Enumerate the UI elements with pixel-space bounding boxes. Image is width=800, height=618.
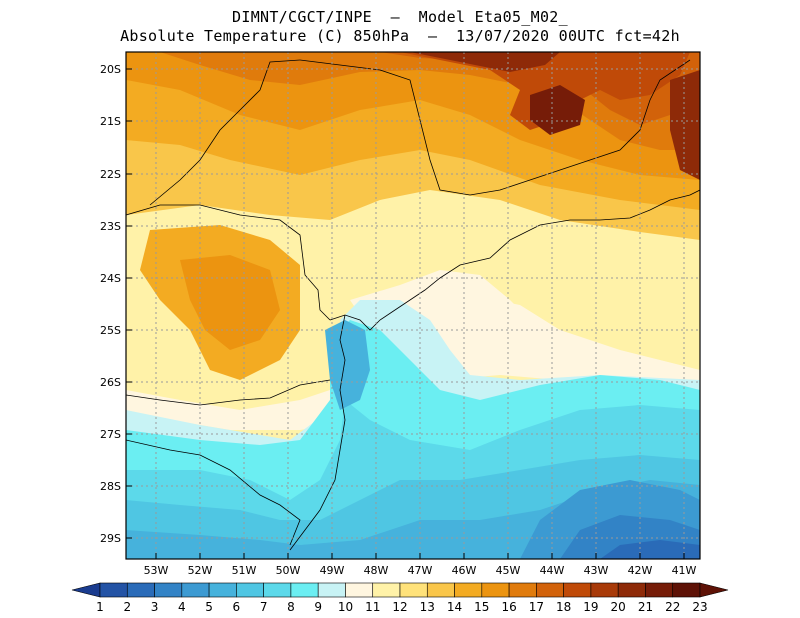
colorbar-swatch	[508, 582, 537, 598]
lon-label: 52W	[188, 564, 213, 577]
lon-label: 49W	[320, 564, 345, 577]
colorbar-swatch	[126, 582, 155, 598]
colorbar-label: 22	[665, 600, 680, 614]
lon-label: 51W	[232, 564, 257, 577]
lon-label: 42W	[628, 564, 653, 577]
colorbar-swatch	[426, 582, 455, 598]
longitude-labels: 53W 52W 51W 50W 49W 48W 47W 46W 45W 44W …	[144, 564, 697, 577]
colorbar-label: 9	[314, 600, 322, 614]
colorbar-label: 11	[365, 600, 380, 614]
lat-label: 25S	[100, 324, 121, 337]
colorbar-swatch	[372, 582, 401, 598]
colorbar-swatch	[290, 582, 319, 598]
lon-label: 53W	[144, 564, 169, 577]
lon-label: 45W	[496, 564, 521, 577]
latitude-labels: 20S 21S 22S 23S 24S 25S 26S 27S 28S 29S	[100, 63, 121, 545]
colorbar-swatch	[590, 582, 619, 598]
map-frame	[125, 51, 701, 560]
lon-label: 46W	[452, 564, 477, 577]
colorbar-label: 3	[151, 600, 159, 614]
colorbar-label: 1	[96, 600, 104, 614]
colorbar-swatch	[617, 582, 646, 598]
colorbar-label: 8	[287, 600, 295, 614]
lat-label: 28S	[100, 480, 121, 493]
axis-ticks	[126, 68, 685, 559]
coastline-and-borders	[126, 59, 700, 551]
lat-label: 20S	[100, 63, 121, 76]
colorbar-swatch	[563, 582, 592, 598]
colorbar-label: 17	[529, 600, 544, 614]
colorbar-swatch	[263, 582, 292, 598]
colorbar-swatch	[99, 582, 128, 598]
colorbar-swatch	[154, 582, 183, 598]
colorbar-label: 6	[233, 600, 241, 614]
colorbar-label: 4	[178, 600, 186, 614]
colorbar-swatch	[672, 582, 701, 598]
colorbar-label: 13	[420, 600, 435, 614]
colorbar-label: 14	[447, 600, 462, 614]
lat-label: 26S	[100, 376, 121, 389]
colorbar-swatch	[208, 582, 237, 598]
colorbar-label: 10	[338, 600, 353, 614]
lat-label: 29S	[100, 532, 121, 545]
colorbar-label: 19	[583, 600, 598, 614]
lat-label: 27S	[100, 428, 121, 441]
lon-label: 47W	[408, 564, 433, 577]
lon-label: 44W	[540, 564, 565, 577]
colorbar-label: 7	[260, 600, 268, 614]
colorbar-label: 16	[501, 600, 516, 614]
colorbar-label: 18	[556, 600, 571, 614]
graticule	[126, 52, 700, 559]
colorbar-label: 23	[692, 600, 707, 614]
colorbar-swatch	[181, 582, 210, 598]
lon-label: 48W	[364, 564, 389, 577]
colorbar-swatch	[645, 582, 674, 598]
lat-label: 24S	[100, 272, 121, 285]
lat-label: 23S	[100, 220, 121, 233]
colorbar-swatch	[236, 582, 264, 598]
lat-label: 21S	[100, 115, 121, 128]
colorbar: 1 2 3 4 5 6 7 8 9 10 11 12 13 14 15 16 17 18 19 20 21 22 23	[71, 582, 729, 614]
colorbar-label: 2	[123, 600, 131, 614]
colorbar-label: 5	[205, 600, 213, 614]
temperature-field	[126, 52, 700, 559]
lon-label: 41W	[672, 564, 697, 577]
colorbar-label: 20	[611, 600, 626, 614]
colorbar-swatch	[399, 582, 428, 598]
map-title-line-2: Absolute Temperature (C) 850hPa – 13/07/…	[120, 27, 680, 45]
colorbar-swatch	[481, 582, 510, 598]
colorbar-swatch	[536, 582, 564, 598]
lon-label: 50W	[276, 564, 301, 577]
colorbar-right-arrow	[699, 582, 729, 598]
colorbar-left-arrow	[71, 582, 101, 598]
colorbar-label: 15	[474, 600, 489, 614]
map-title-line-1: DIMNT/CGCT/INPE – Model Eta05_M02_	[232, 8, 568, 26]
colorbar-swatch	[345, 582, 374, 598]
lat-label: 22S	[100, 168, 121, 181]
lon-label: 43W	[584, 564, 609, 577]
colorbar-label: 12	[392, 600, 407, 614]
colorbar-swatch	[317, 582, 346, 598]
colorbar-swatch	[454, 582, 483, 598]
colorbar-label: 21	[638, 600, 653, 614]
